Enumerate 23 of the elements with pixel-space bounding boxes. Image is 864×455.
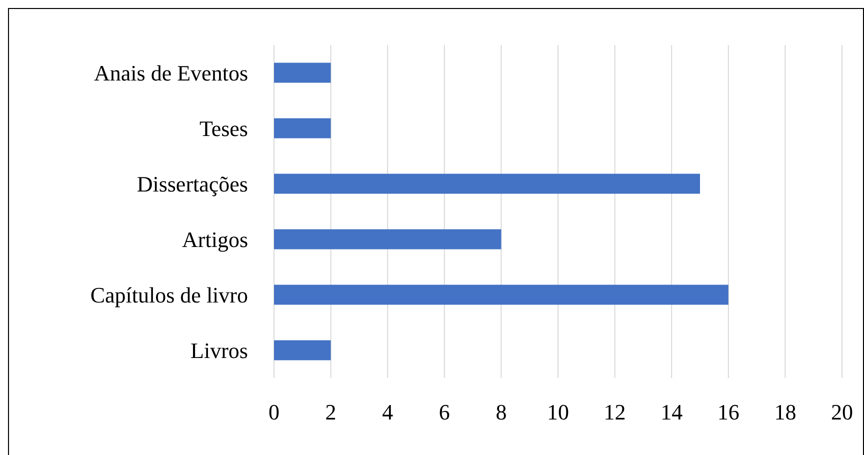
x-tick-label: 18 (774, 400, 796, 424)
bar (274, 340, 331, 360)
bar (274, 284, 728, 305)
x-tick-label: 16 (717, 400, 740, 424)
x-tick-label: 0 (268, 400, 280, 424)
x-tick-label: 12 (604, 400, 626, 424)
x-tick-label: 4 (382, 400, 394, 424)
bar (274, 62, 331, 83)
y-tick-label: Anais de Eventos (94, 60, 248, 86)
x-tick-label: 10 (547, 400, 569, 424)
bar (274, 118, 331, 138)
bar (274, 229, 502, 250)
x-tick-label: 8 (496, 400, 507, 424)
x-tick-label: 2 (325, 400, 336, 424)
x-tick-label: 6 (438, 400, 450, 424)
x-tick-label: 20 (831, 400, 853, 424)
y-tick-label: Dissertações (136, 171, 248, 196)
x-tick-label: 14 (660, 400, 683, 424)
bar (274, 174, 700, 194)
y-tick-label: Capítulos de livro (90, 282, 248, 308)
y-tick-label: Artigos (182, 226, 248, 252)
y-tick-label: Livros (190, 338, 248, 363)
y-tick-label: Teses (199, 116, 248, 141)
